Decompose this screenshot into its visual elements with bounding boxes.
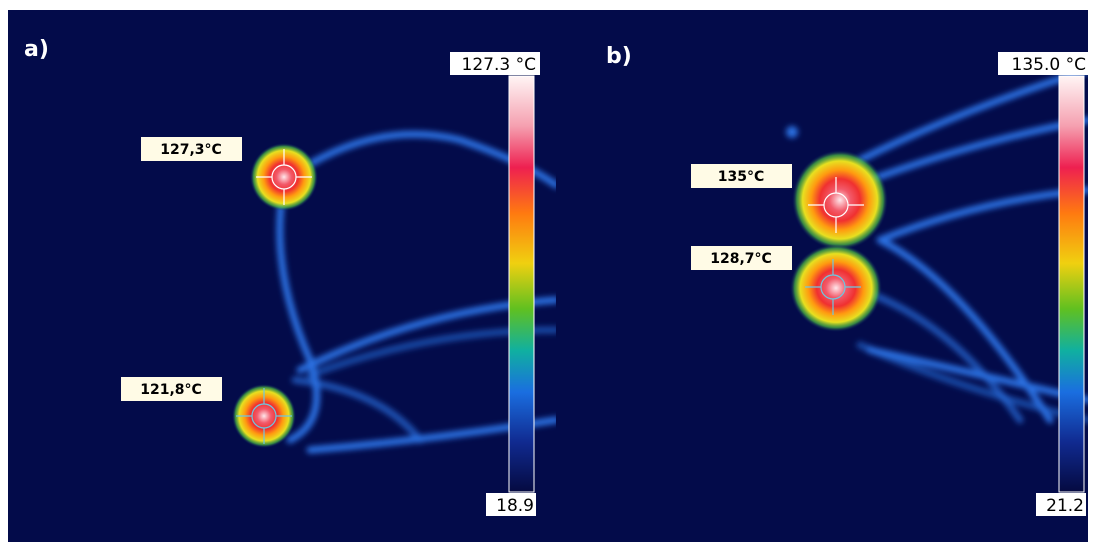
panel-label: a): [24, 37, 49, 62]
scale-min: 18.9: [496, 496, 534, 516]
spot-label: 128,7°C: [710, 251, 772, 267]
background: [8, 10, 1088, 542]
panel-label: b): [606, 44, 632, 69]
color-bar: [509, 76, 534, 492]
spot-label: 127,3°C: [160, 142, 222, 158]
spot-label: 135°C: [718, 169, 765, 185]
scale-max: 135.0 °C: [1012, 55, 1086, 75]
scale-min: 21.2: [1046, 496, 1084, 516]
color-bar: [1059, 76, 1084, 492]
spot-label: 121,8°C: [140, 382, 202, 398]
scale-max: 127.3 °C: [462, 55, 536, 75]
thermal-figure: 127,3°C 121,8°C 135°C 128,7°C a) b) 127.…: [0, 0, 1093, 549]
